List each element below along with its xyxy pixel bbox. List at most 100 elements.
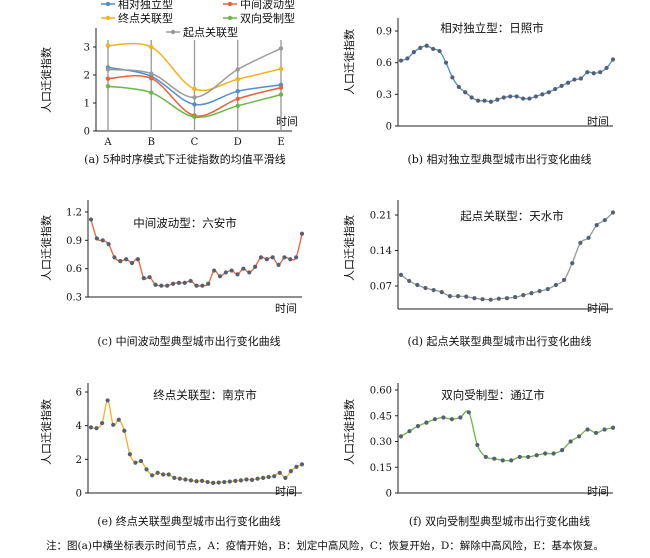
y-tick-label: 0.21 — [370, 211, 392, 222]
series-point — [500, 458, 505, 463]
y-axis-label: 人口迁徙指数 — [39, 399, 53, 465]
series-point — [227, 479, 232, 484]
series-point — [153, 282, 158, 287]
series-point — [105, 398, 110, 403]
series-point — [105, 84, 111, 89]
y-tick-label: 0.3 — [66, 293, 82, 304]
y-tick-label: 6 — [76, 388, 82, 399]
y-tick-label: 0.3 — [376, 90, 392, 101]
series-point — [244, 477, 249, 482]
series-point — [88, 425, 94, 430]
series-point — [283, 475, 288, 480]
series-point — [111, 422, 116, 427]
series-point — [94, 236, 99, 241]
chart-caption: (c) 中间波动型典型城市出行变化曲线 — [97, 334, 280, 348]
series-point — [602, 217, 607, 223]
series-point — [206, 281, 211, 286]
series-point — [147, 275, 152, 280]
series-point — [469, 95, 474, 100]
y-tick-label: 0.9 — [66, 236, 82, 247]
series-point — [229, 268, 234, 273]
x-axis-label: 时间 — [276, 115, 298, 128]
series-point — [276, 262, 281, 267]
series-point — [610, 425, 616, 430]
series-point — [472, 296, 477, 301]
series-point — [483, 454, 488, 460]
y-tick-label: 3 — [84, 43, 90, 54]
series-point — [463, 90, 468, 95]
series-line — [400, 45, 614, 103]
legend-marker — [227, 15, 233, 21]
series-point — [545, 286, 550, 292]
series-point — [135, 257, 140, 262]
series-point — [411, 50, 416, 55]
series-point — [182, 280, 187, 285]
series-point — [560, 447, 565, 453]
series-point — [299, 462, 305, 467]
legend-marker — [227, 1, 233, 7]
figure-note: 注：图(a)中横坐标表示时间节点，A：疫情开始，B：划定中高风险，C：恢复开始，… — [46, 539, 604, 552]
series-point — [610, 210, 616, 215]
series-point — [211, 480, 216, 485]
series-point — [405, 56, 410, 61]
series-point — [188, 278, 193, 284]
legend-label: 起点关联型 — [183, 25, 238, 39]
x-tick-label: A — [103, 137, 112, 148]
series-point — [100, 238, 105, 243]
series-point — [449, 417, 454, 422]
y-tick-label: 0.45 — [370, 411, 392, 422]
series-point — [272, 474, 277, 479]
series-point — [194, 283, 199, 288]
series-point — [223, 270, 228, 275]
series-point — [149, 44, 154, 50]
series-point — [423, 285, 428, 291]
series-point — [553, 86, 558, 92]
legend-label: 双向受制型 — [240, 11, 295, 25]
series-point — [443, 60, 449, 65]
y-axis-label: 人口迁徙指数 — [342, 215, 356, 281]
series-point — [559, 83, 564, 88]
chart-caption: (d) 起点关联型典型城市出行变化曲线 — [407, 334, 591, 348]
series-point — [122, 428, 127, 433]
series-point — [553, 282, 559, 288]
series-point — [514, 94, 519, 99]
series-point — [533, 94, 539, 99]
series-point — [520, 96, 526, 101]
series-point — [441, 415, 446, 420]
chart-title: 相对独立型：日照市 — [440, 21, 544, 35]
series-point — [100, 421, 105, 426]
series-point — [106, 242, 111, 247]
series-point — [576, 434, 582, 439]
series-point — [176, 280, 182, 285]
chart-title: 中间波动型：六安市 — [133, 216, 237, 230]
series-point — [501, 95, 506, 100]
series-point — [138, 458, 144, 464]
series-point — [517, 454, 522, 460]
y-axis-label: 人口迁徙指数 — [39, 215, 53, 281]
series-point — [192, 102, 197, 107]
series-point — [439, 289, 444, 295]
series-point — [551, 451, 556, 456]
series-point — [149, 71, 154, 76]
y-tick-label: 0.07 — [370, 282, 392, 293]
series-point — [264, 257, 269, 262]
series-point — [488, 297, 493, 302]
series-line — [400, 212, 614, 301]
series-point — [526, 454, 531, 460]
series-point — [299, 231, 305, 236]
series-point — [149, 76, 154, 81]
y-tick-label: 0.60 — [370, 386, 392, 397]
series-point — [578, 76, 583, 81]
series-point — [166, 472, 171, 477]
series-point — [534, 453, 539, 458]
series-point — [415, 282, 420, 288]
legend-entry: 起点关联型 — [166, 25, 238, 39]
series-point — [398, 58, 404, 63]
series-point — [480, 297, 485, 302]
series-point — [288, 469, 293, 474]
series-point — [235, 77, 240, 82]
series-point — [217, 274, 223, 279]
series-point — [155, 470, 160, 475]
series-point — [294, 255, 299, 260]
